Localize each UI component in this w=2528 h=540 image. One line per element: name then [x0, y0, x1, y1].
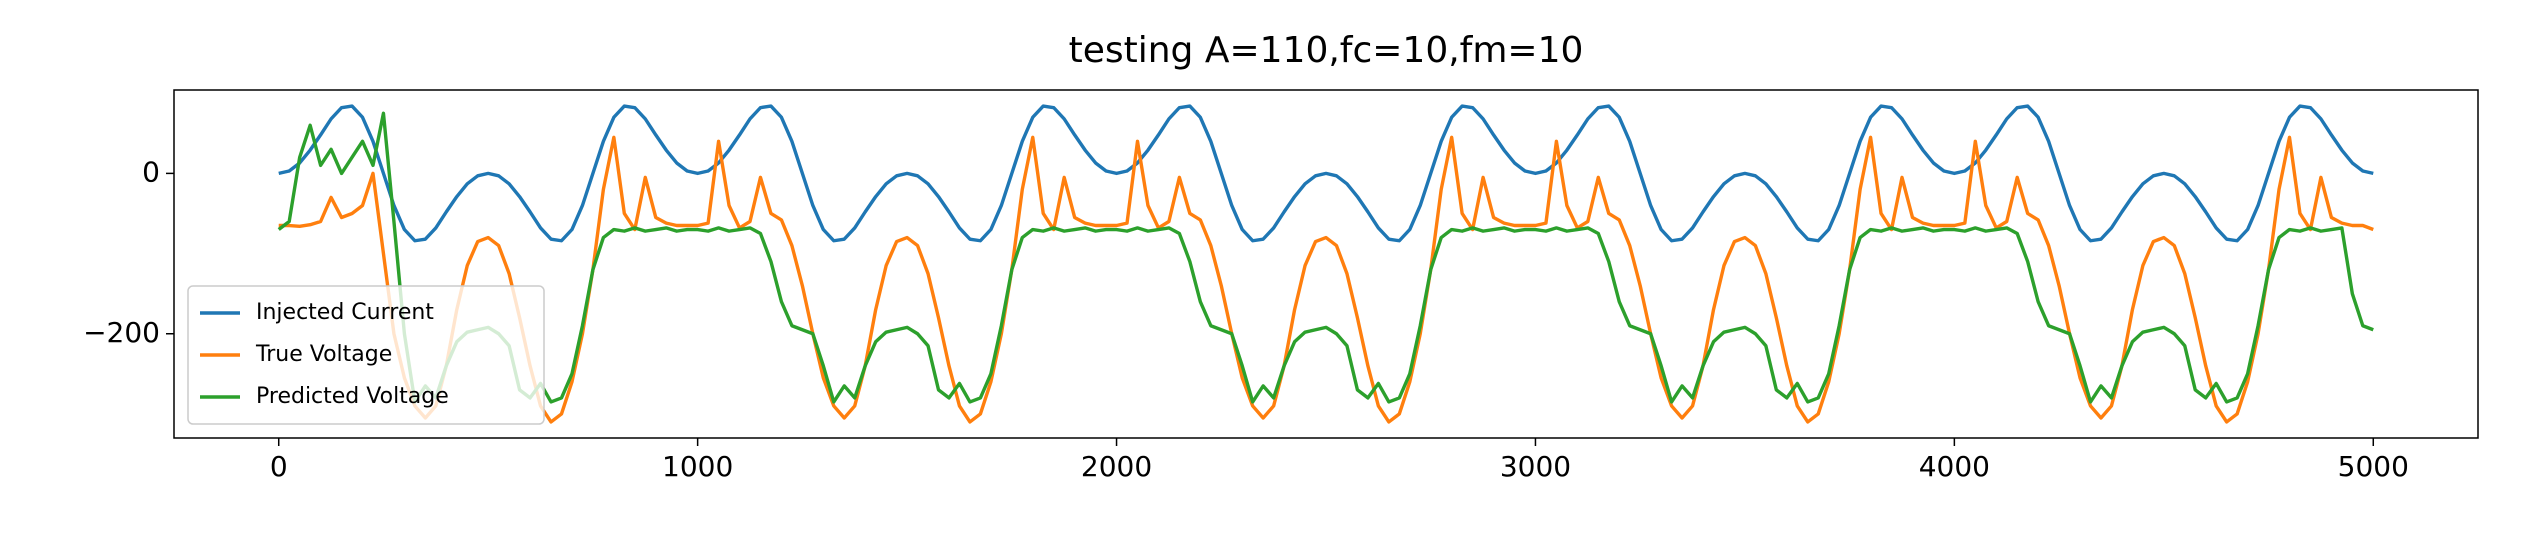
- x-tick-label: 1000: [662, 450, 733, 483]
- legend-label: Injected Current: [256, 300, 434, 325]
- series-line: [278, 135, 2374, 424]
- legend-label: True Voltage: [255, 342, 392, 367]
- chart-title: testing A=110,fc=10,fm=10: [1069, 30, 1584, 71]
- plot-frame: [173, 89, 2479, 439]
- x-tick-label: 4000: [1919, 450, 1990, 483]
- series-line: [277, 111, 2374, 404]
- y-tick-label: −200: [83, 316, 160, 349]
- x-tick-label: 0: [270, 450, 288, 483]
- x-tick-label: 3000: [1500, 450, 1571, 483]
- legend-label: Predicted Voltage: [256, 384, 449, 409]
- x-tick-label: 2000: [1081, 450, 1152, 483]
- series-line: [278, 104, 2374, 243]
- legend-box: [187, 285, 545, 425]
- y-tick-label: 0: [142, 155, 160, 188]
- x-tick-label: 5000: [2338, 450, 2409, 483]
